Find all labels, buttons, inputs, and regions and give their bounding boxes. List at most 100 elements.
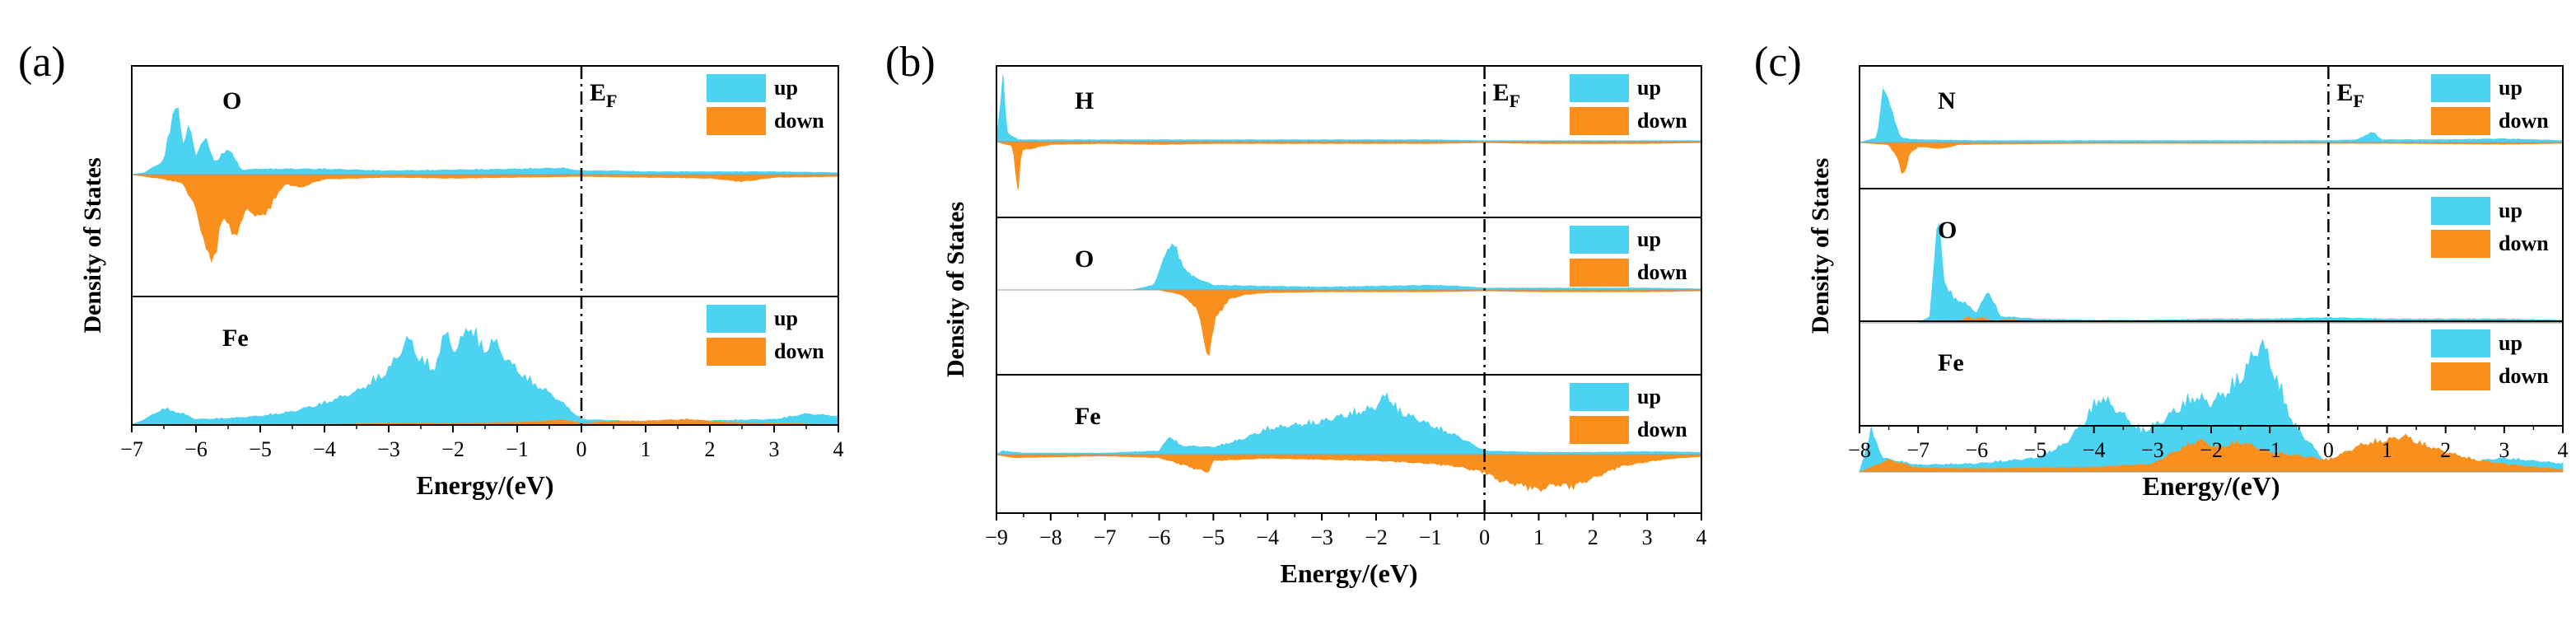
- element-label: Fe: [1075, 403, 1101, 430]
- x-tick-label: −3: [1310, 525, 1333, 549]
- subplot-fe: Fe up down: [1859, 329, 2564, 473]
- spin-down-area-fe: [996, 454, 1702, 493]
- legend-down-label: down: [1637, 418, 1687, 441]
- x-tick-label: −4: [1256, 525, 1279, 549]
- spin-down-area-n: [1859, 142, 2564, 175]
- x-tick-label: 4: [2558, 438, 2569, 462]
- legend-up-label: up: [2499, 76, 2522, 100]
- fermi-label: EF: [590, 79, 617, 111]
- legend-down-swatch: [707, 107, 766, 135]
- legend-up-swatch: [707, 305, 766, 333]
- x-axis-label: Energy/(eV): [1280, 558, 1417, 588]
- legend-up-swatch: [2431, 74, 2490, 102]
- x-tick-label: −4: [2083, 438, 2106, 462]
- fermi-label-main: E: [590, 79, 606, 106]
- legend-down-swatch: [1570, 259, 1629, 287]
- x-tick-label: −9: [985, 525, 1008, 549]
- x-tick-label: 1: [641, 437, 651, 461]
- y-axis-label: Density of States: [1807, 158, 1834, 334]
- spin-down-area-h: [996, 141, 1702, 190]
- fermi-label: EF: [1493, 79, 1520, 111]
- legend-up-swatch: [1570, 74, 1629, 102]
- x-tick-label: −2: [441, 437, 464, 461]
- x-tick-label: 4: [833, 437, 844, 461]
- subplot-o: Oup down: [996, 226, 1702, 357]
- x-tick-label: 3: [769, 437, 780, 461]
- legend-down-label: down: [774, 339, 824, 363]
- fermi-label-main: E: [2336, 79, 2353, 106]
- panel-label: (c): [1754, 39, 1802, 86]
- x-tick-label: −7: [1906, 438, 1930, 462]
- legend-down-swatch: [707, 338, 766, 366]
- x-tick-label: −3: [377, 437, 400, 461]
- x-tick-label: 0: [1479, 525, 1490, 549]
- y-axis-label: Density of States: [79, 157, 106, 333]
- element-label: Fe: [222, 325, 249, 352]
- x-tick-label: 1: [1533, 525, 1544, 549]
- x-tick-label: 0: [576, 437, 587, 461]
- spin-up-area-h: [996, 75, 1702, 142]
- legend-down-swatch: [2431, 230, 2490, 258]
- subplot-o: Oup down: [1860, 197, 2564, 324]
- fermi-label: EF: [2336, 79, 2364, 111]
- x-tick-label: −7: [120, 437, 143, 461]
- x-tick-label: 4: [1696, 525, 1707, 549]
- y-axis-label: Density of States: [942, 202, 969, 377]
- x-tick-label: −2: [1365, 525, 1388, 549]
- legend-up-swatch: [1570, 226, 1629, 254]
- x-tick-label: −6: [184, 437, 208, 461]
- panel-label: (b): [885, 39, 936, 86]
- x-tick-label: −6: [1148, 525, 1171, 549]
- fermi-label-subscript: F: [2353, 91, 2364, 111]
- dos-panel-1: (a) Density of States O up down Fe up down EF −7 −…: [18, 39, 844, 500]
- x-tick-label: −1: [1419, 525, 1442, 549]
- x-tick-label: 3: [1642, 525, 1653, 549]
- legend-down-swatch: [1570, 416, 1629, 444]
- x-tick-label: 2: [705, 437, 716, 461]
- x-tick-label: −2: [2200, 438, 2223, 462]
- legend-down-label: down: [2499, 364, 2549, 388]
- legend-up-label: up: [1637, 227, 1661, 251]
- fermi-label-subscript: F: [1510, 91, 1520, 111]
- fermi-label-subscript: F: [606, 91, 617, 111]
- legend-up-label: up: [1637, 385, 1661, 409]
- element-label: H: [1075, 87, 1094, 114]
- dos-panel-2: (b) Density of States H up down Oup down Fe up do…: [885, 39, 1707, 588]
- x-tick-label: −5: [249, 437, 272, 461]
- element-label: Fe: [1938, 349, 1964, 376]
- spin-down-area-o: [131, 174, 839, 264]
- subplot-fe: Fe up down: [995, 383, 1702, 493]
- x-tick-label: −1: [2258, 438, 2281, 462]
- legend-up-swatch: [707, 74, 766, 102]
- spin-down-area-fe: [1859, 433, 2564, 473]
- x-tick-label: −4: [313, 437, 336, 461]
- fermi-label-main: E: [1493, 79, 1510, 106]
- x-tick-label: −8: [1039, 525, 1062, 549]
- legend-up-swatch: [1570, 383, 1629, 411]
- legend-up-label: up: [774, 306, 798, 330]
- legend-up-swatch: [2431, 197, 2490, 225]
- x-tick-label: −3: [2141, 438, 2164, 462]
- element-label: O: [1938, 217, 1957, 244]
- spin-up-area-o: [131, 107, 839, 175]
- spin-up-area-o: [1860, 222, 2564, 324]
- spin-up-area-fe: [995, 392, 1702, 455]
- legend-down-label: down: [1637, 260, 1687, 284]
- subplot-fe: Fe up down: [131, 305, 839, 426]
- legend-up-label: up: [1637, 76, 1661, 100]
- legend-down-swatch: [1570, 107, 1629, 135]
- dos-panel-3: (c) Density of States N up down Oup down Fe up do…: [1754, 39, 2569, 501]
- panel-label: (a): [18, 39, 66, 86]
- x-tick-label: 0: [2323, 438, 2334, 462]
- x-tick-label: −6: [1965, 438, 1988, 462]
- x-tick-label: −8: [1848, 438, 1871, 462]
- x-axis-label: Energy/(eV): [2142, 471, 2280, 501]
- legend-up-label: up: [2499, 198, 2522, 222]
- x-axis-label: Energy/(eV): [416, 470, 553, 500]
- x-tick-label: 1: [2382, 438, 2392, 462]
- legend-down-label: down: [774, 109, 824, 133]
- x-tick-label: −5: [2024, 438, 2047, 462]
